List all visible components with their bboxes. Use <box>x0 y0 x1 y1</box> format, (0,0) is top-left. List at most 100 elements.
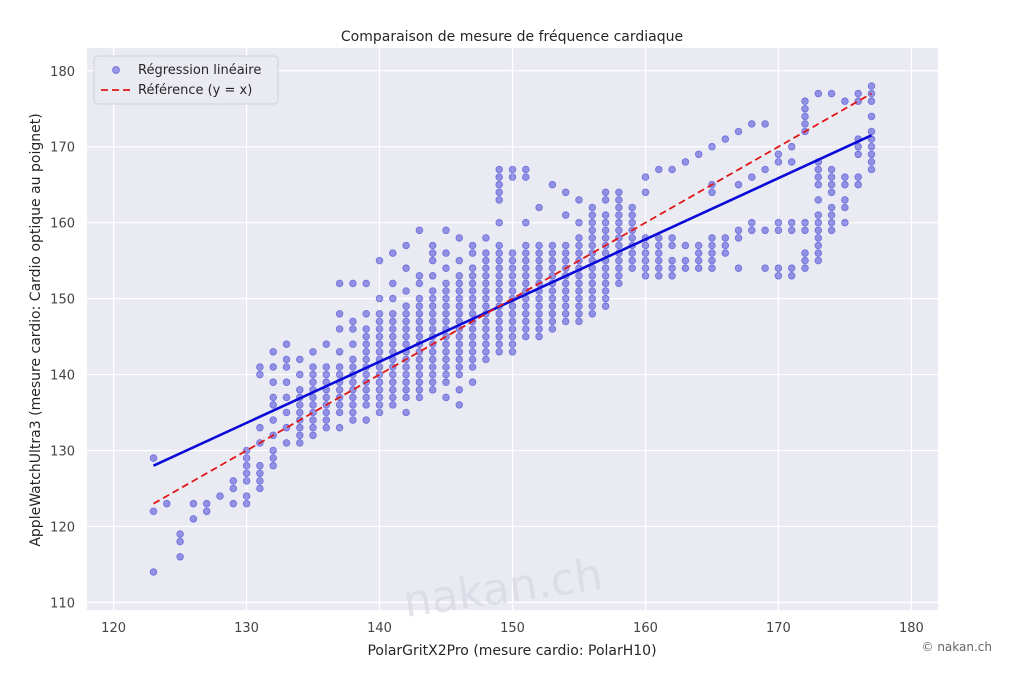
scatter-point <box>482 332 490 341</box>
scatter-point <box>415 332 424 341</box>
scatter-point <box>256 461 264 470</box>
scatter-point <box>415 279 424 288</box>
scatter-point <box>628 234 636 242</box>
scatter-point <box>774 271 783 280</box>
scatter-point <box>761 120 769 128</box>
scatter-point <box>575 234 583 242</box>
scatter-point <box>801 97 809 105</box>
scatter-point <box>256 423 264 432</box>
reference-line <box>153 92 872 505</box>
scatter-point <box>468 287 477 295</box>
scatter-point <box>269 378 278 387</box>
scatter-point <box>349 393 357 402</box>
scatter-point <box>388 378 397 387</box>
scatter-point <box>508 347 517 356</box>
scatter-point <box>575 249 583 257</box>
scatter-point <box>229 477 238 485</box>
scatter-point <box>388 340 397 349</box>
chart-title: Comparaison de mesure de fréquence cardi… <box>341 29 683 45</box>
scatter-point <box>362 385 371 394</box>
scatter-point <box>668 234 676 242</box>
scatter-point <box>814 249 823 257</box>
scatter-point <box>442 355 450 364</box>
scatter-point <box>388 370 397 379</box>
scatter-point <box>242 477 251 485</box>
scatter-point <box>867 142 876 151</box>
scatter-point <box>588 211 597 219</box>
scatter-point <box>641 249 650 257</box>
scatter-point <box>535 332 543 341</box>
scatter-point <box>442 302 450 311</box>
scatter-point <box>349 408 357 417</box>
scatter-point <box>548 325 557 333</box>
scatter-point <box>295 439 304 447</box>
scatter-point <box>468 271 477 280</box>
scatter-point <box>575 287 583 295</box>
scatter-point <box>521 309 530 318</box>
scatter-point <box>615 203 623 212</box>
scatter-point <box>814 241 823 250</box>
scatter-point <box>615 256 623 265</box>
legend: Régression linéaire Référence (y = x) <box>93 55 279 105</box>
scatter-point <box>309 423 317 432</box>
scatter-point <box>468 309 477 318</box>
scatter-point <box>349 340 357 349</box>
scatter-point <box>455 385 464 394</box>
scatter-point <box>269 446 278 455</box>
scatter-point <box>415 393 424 402</box>
scatter-point <box>641 188 650 197</box>
scatter-point <box>309 378 317 387</box>
scatter-point <box>708 249 716 257</box>
scatter-point <box>508 332 517 341</box>
scatter-point <box>654 249 663 257</box>
scatter-point <box>521 173 530 181</box>
scatter-point <box>588 226 597 235</box>
scatter-point <box>508 309 517 318</box>
scatter-point <box>548 264 557 273</box>
scatter-point <box>548 294 557 303</box>
scatter-point <box>428 271 437 280</box>
scatter-point <box>402 325 410 333</box>
scatter-point <box>455 294 464 303</box>
scatter-point <box>495 256 504 265</box>
scatter-point <box>747 226 756 235</box>
scatter-point <box>561 188 570 197</box>
scatter-point <box>535 325 543 333</box>
scatter-point <box>362 340 371 349</box>
scatter-point <box>455 347 464 356</box>
scatter-point <box>468 302 477 311</box>
scatter-point <box>495 317 504 326</box>
scatter-point <box>349 378 357 387</box>
scatter-point <box>548 317 557 326</box>
scatter-point <box>654 241 663 250</box>
scatter-point <box>362 347 371 356</box>
scatter-point <box>535 317 543 326</box>
scatter-point <box>402 332 410 341</box>
scatter-point <box>428 249 437 257</box>
scatter-point <box>801 120 809 128</box>
scatter-point <box>362 393 371 402</box>
scatter-point <box>468 294 477 303</box>
scatter-point <box>521 317 530 326</box>
scatter-point <box>588 302 597 311</box>
scatter-point <box>601 294 610 303</box>
scatter-point <box>654 271 663 280</box>
x-tick-label: 130 <box>234 621 259 636</box>
y-tick-label: 140 <box>50 369 75 384</box>
scatter-point <box>375 317 384 326</box>
scatter-point <box>814 256 823 265</box>
scatter-point <box>375 309 384 318</box>
scatter-point <box>442 226 450 235</box>
scatter-point <box>309 416 317 424</box>
scatter-point <box>575 196 583 204</box>
scatter-point <box>442 347 450 356</box>
scatter-point <box>841 203 849 212</box>
scatter-point <box>654 264 663 273</box>
scatter-point <box>428 317 437 326</box>
scatter-point <box>521 332 530 341</box>
scatter-point <box>388 401 397 409</box>
scatter-point <box>269 454 278 462</box>
scatter-point <box>615 241 623 250</box>
scatter-point <box>641 256 650 265</box>
scatter-point <box>415 226 424 235</box>
